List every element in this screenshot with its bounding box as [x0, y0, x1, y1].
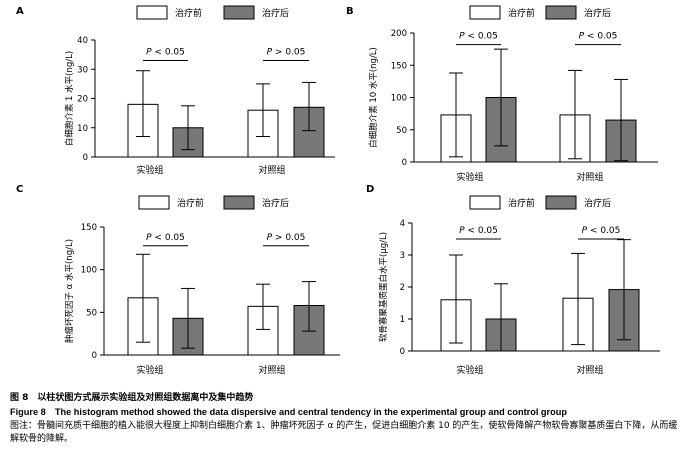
legend-label: 治疗后	[262, 197, 289, 209]
x-category-label: 实验组	[136, 364, 163, 376]
panel-letter: B	[346, 6, 354, 17]
significance-label: P > 0.05	[267, 47, 306, 57]
x-category-label: 对照组	[576, 171, 603, 183]
x-category-label: 实验组	[136, 164, 163, 176]
legend-label: 治疗前	[177, 197, 204, 209]
legend-label: 治疗前	[508, 197, 535, 209]
legend-swatch	[223, 195, 255, 210]
legend-label: 治疗后	[262, 7, 289, 19]
y-tick-label: 0	[400, 347, 405, 357]
legend-swatch	[138, 195, 170, 210]
y-tick-label: 1	[400, 315, 405, 325]
significance-label: P < 0.05	[582, 226, 621, 236]
chart-panel-d: D 治疗前 治疗后 0 1 2 3 4 软骨寡聚基质蛋白水平(μg/L) P < 0.05 P < …	[366, 184, 660, 376]
y-tick-label: 100	[81, 266, 97, 276]
x-category-label: 对照组	[258, 364, 285, 376]
y-tick-label: 0	[92, 351, 97, 361]
significance-label: P < 0.05	[146, 233, 185, 243]
legend-label: 治疗后	[584, 197, 611, 209]
figure-caption-title: 图 8 以柱状图方式展示实验组及对照组数据离中及集中趋势	[10, 393, 254, 403]
legend-swatch	[136, 5, 168, 20]
y-tick-label: 3	[400, 251, 405, 261]
y-tick-label: 50	[86, 308, 97, 318]
y-tick-label: 50	[396, 126, 407, 136]
y-tick-label: 40	[77, 36, 88, 46]
x-category-label: 对照组	[258, 164, 285, 176]
significance-label: P < 0.05	[146, 47, 185, 57]
y-tick-label: 100	[391, 94, 407, 104]
legend-swatch	[545, 5, 577, 20]
x-category-label: 实验组	[456, 171, 483, 183]
legend-swatch	[545, 195, 577, 210]
y-tick-label: 30	[77, 65, 88, 75]
y-axis-label: 白细胞介素 10 水平(ng/L)	[368, 47, 379, 148]
figure-caption-note: 图注：骨髓间充质干细胞的植入能很大程度上抑制白细胞介素 1、肿瘤坏死因子 α 的…	[10, 421, 678, 444]
legend-swatch	[469, 195, 501, 210]
panel-letter: D	[366, 184, 374, 195]
y-axis-label: 肿瘤坏死因子 α 水平(ng/L)	[64, 239, 75, 343]
chart-panel-b: B 治疗前 治疗后 0 50 100 150 200 白细胞介素 10 水平(ng/L) P < …	[346, 5, 658, 183]
y-axis-label: 软骨寡聚基质蛋白水平(μg/L)	[378, 232, 389, 342]
significance-label: P < 0.05	[579, 32, 618, 42]
y-axis-label: 白细胞介素 1 水平(ng/L)	[64, 51, 75, 146]
y-tick-label: 150	[391, 61, 407, 71]
legend-swatch	[469, 5, 501, 20]
y-tick-label: 0	[83, 153, 88, 163]
legend-label: 治疗前	[175, 7, 202, 19]
panel-letter: A	[16, 6, 24, 17]
panel-letter: C	[16, 184, 23, 195]
y-tick-label: 150	[81, 223, 97, 233]
chart-panel-c: C 治疗前 治疗后 0 50 100 150 肿瘤坏死因子 α 水平(ng/L) P < 0.0…	[16, 184, 340, 376]
y-tick-label: 2	[400, 283, 405, 293]
legend-label: 治疗后	[584, 7, 611, 19]
y-tick-label: 10	[77, 124, 88, 134]
legend-swatch	[223, 5, 255, 20]
significance-label: P > 0.05	[267, 233, 306, 243]
y-tick-label: 20	[77, 95, 88, 105]
y-tick-label: 0	[402, 158, 407, 168]
y-tick-label: 4	[400, 219, 405, 229]
figure-caption-english: Figure 8 The histogram method showed the…	[10, 407, 567, 417]
legend-label: 治疗前	[508, 7, 535, 19]
significance-label: P < 0.05	[459, 32, 498, 42]
y-tick-label: 200	[391, 29, 407, 39]
x-category-label: 对照组	[576, 364, 603, 376]
significance-label: P < 0.05	[459, 226, 498, 236]
x-category-label: 实验组	[456, 364, 483, 376]
